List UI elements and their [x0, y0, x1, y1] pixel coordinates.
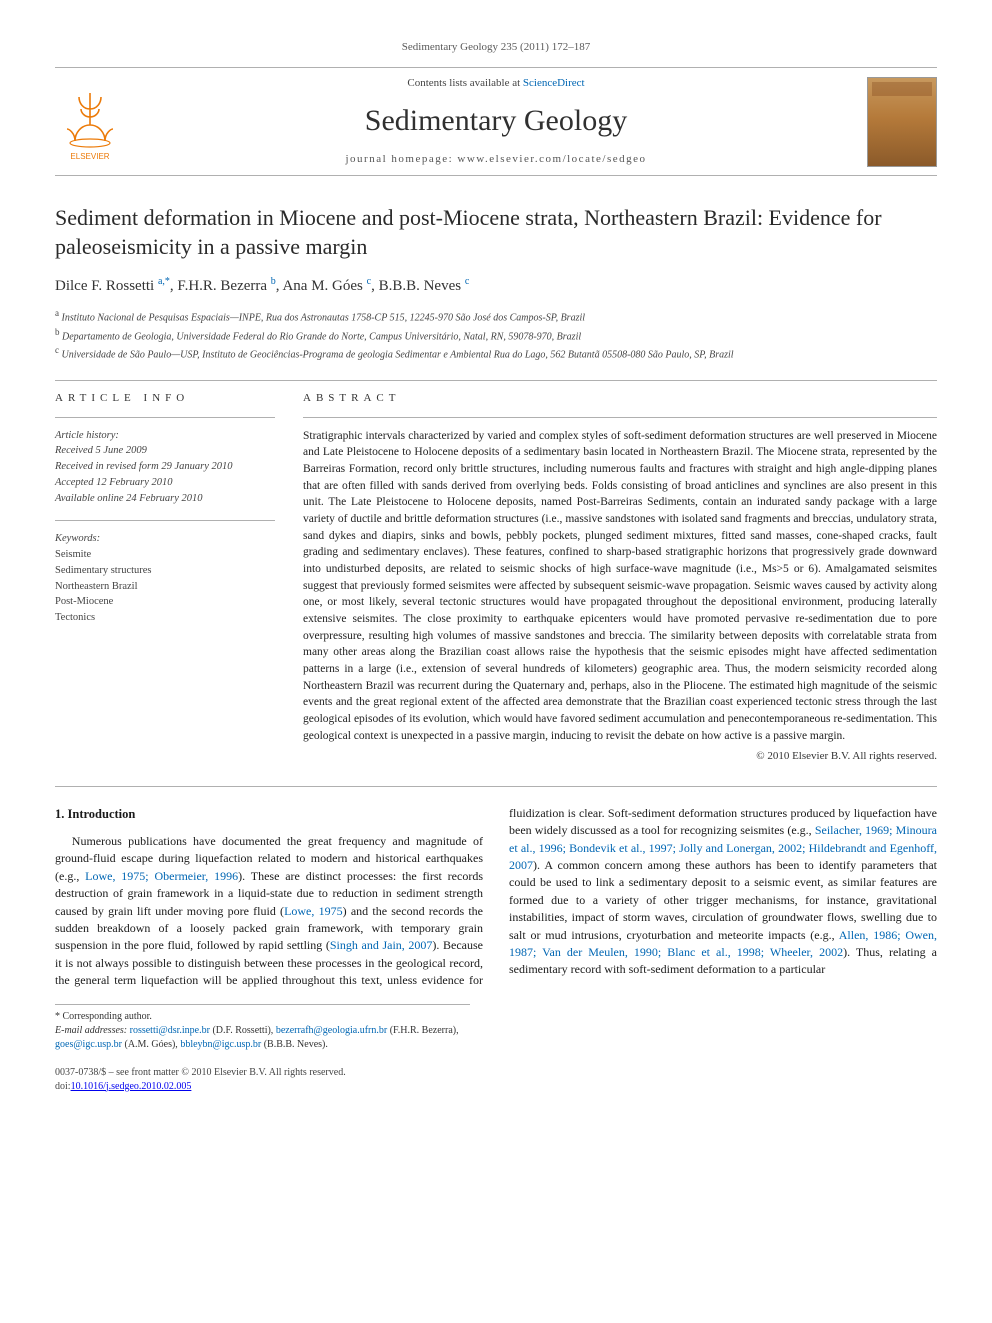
article-info-label: ARTICLE INFO	[55, 391, 275, 406]
issn-line: 0037-0738/$ – see front matter © 2010 El…	[55, 1066, 937, 1080]
affiliations: a Instituto Nacional de Pesquisas Espaci…	[55, 307, 937, 362]
journal-banner: ELSEVIER Contents lists available at Sci…	[55, 67, 937, 176]
journal-cover-thumb	[867, 77, 937, 167]
abstract-text: Stratigraphic intervals characterized by…	[303, 428, 937, 745]
homepage-prefix: journal homepage:	[346, 153, 458, 165]
footer: 0037-0738/$ – see front matter © 2010 El…	[55, 1066, 937, 1094]
section-heading-intro: 1. Introduction	[55, 805, 483, 823]
doi-prefix: doi:	[55, 1081, 71, 1092]
body-columns: 1. Introduction Numerous publications ha…	[55, 805, 937, 990]
rule	[55, 380, 937, 381]
citation-link[interactable]: Singh and Jain, 2007	[330, 938, 433, 952]
footnotes: * Corresponding author. E-mail addresses…	[55, 1004, 470, 1052]
svg-text:ELSEVIER: ELSEVIER	[70, 152, 109, 161]
copyright: © 2010 Elsevier B.V. All rights reserved…	[303, 749, 937, 764]
rule	[55, 520, 275, 521]
citation-link[interactable]: Lowe, 1975	[284, 904, 343, 918]
keywords: Keywords: SeismiteSedimentary structures…	[55, 531, 275, 626]
article-title: Sediment deformation in Miocene and post…	[55, 204, 937, 261]
citation-link[interactable]: Lowe, 1975; Obermeier, 1996	[85, 869, 238, 883]
elsevier-logo: ELSEVIER	[55, 79, 125, 164]
journal-name: Sedimentary Geology	[137, 100, 855, 142]
contents-line: Contents lists available at ScienceDirec…	[137, 76, 855, 91]
contents-text: Contents lists available at	[407, 77, 522, 89]
intro-paragraph: Numerous publications have documented th…	[55, 805, 937, 990]
rule	[55, 786, 937, 787]
article-history: Article history: Received 5 June 2009Rec…	[55, 428, 275, 507]
history-header: Article history:	[55, 430, 119, 441]
homepage-line: journal homepage: www.elsevier.com/locat…	[137, 152, 855, 167]
running-head: Sedimentary Geology 235 (2011) 172–187	[55, 40, 937, 55]
homepage-url: www.elsevier.com/locate/sedgeo	[457, 153, 646, 165]
rule	[303, 417, 937, 418]
rule	[55, 417, 275, 418]
email-addresses: E-mail addresses: rossetti@dsr.inpe.br (…	[55, 1024, 470, 1052]
sciencedirect-link[interactable]: ScienceDirect	[523, 77, 585, 89]
doi-line: doi:10.1016/j.sedgeo.2010.02.005	[55, 1080, 937, 1094]
doi-link[interactable]: 10.1016/j.sedgeo.2010.02.005	[71, 1081, 192, 1092]
email-label: E-mail addresses:	[55, 1025, 127, 1036]
authors: Dilce F. Rossetti a,*, F.H.R. Bezerra b,…	[55, 275, 937, 297]
keywords-header: Keywords:	[55, 531, 275, 547]
abstract-label: ABSTRACT	[303, 391, 937, 406]
corresponding-author: * Corresponding author.	[55, 1010, 470, 1024]
